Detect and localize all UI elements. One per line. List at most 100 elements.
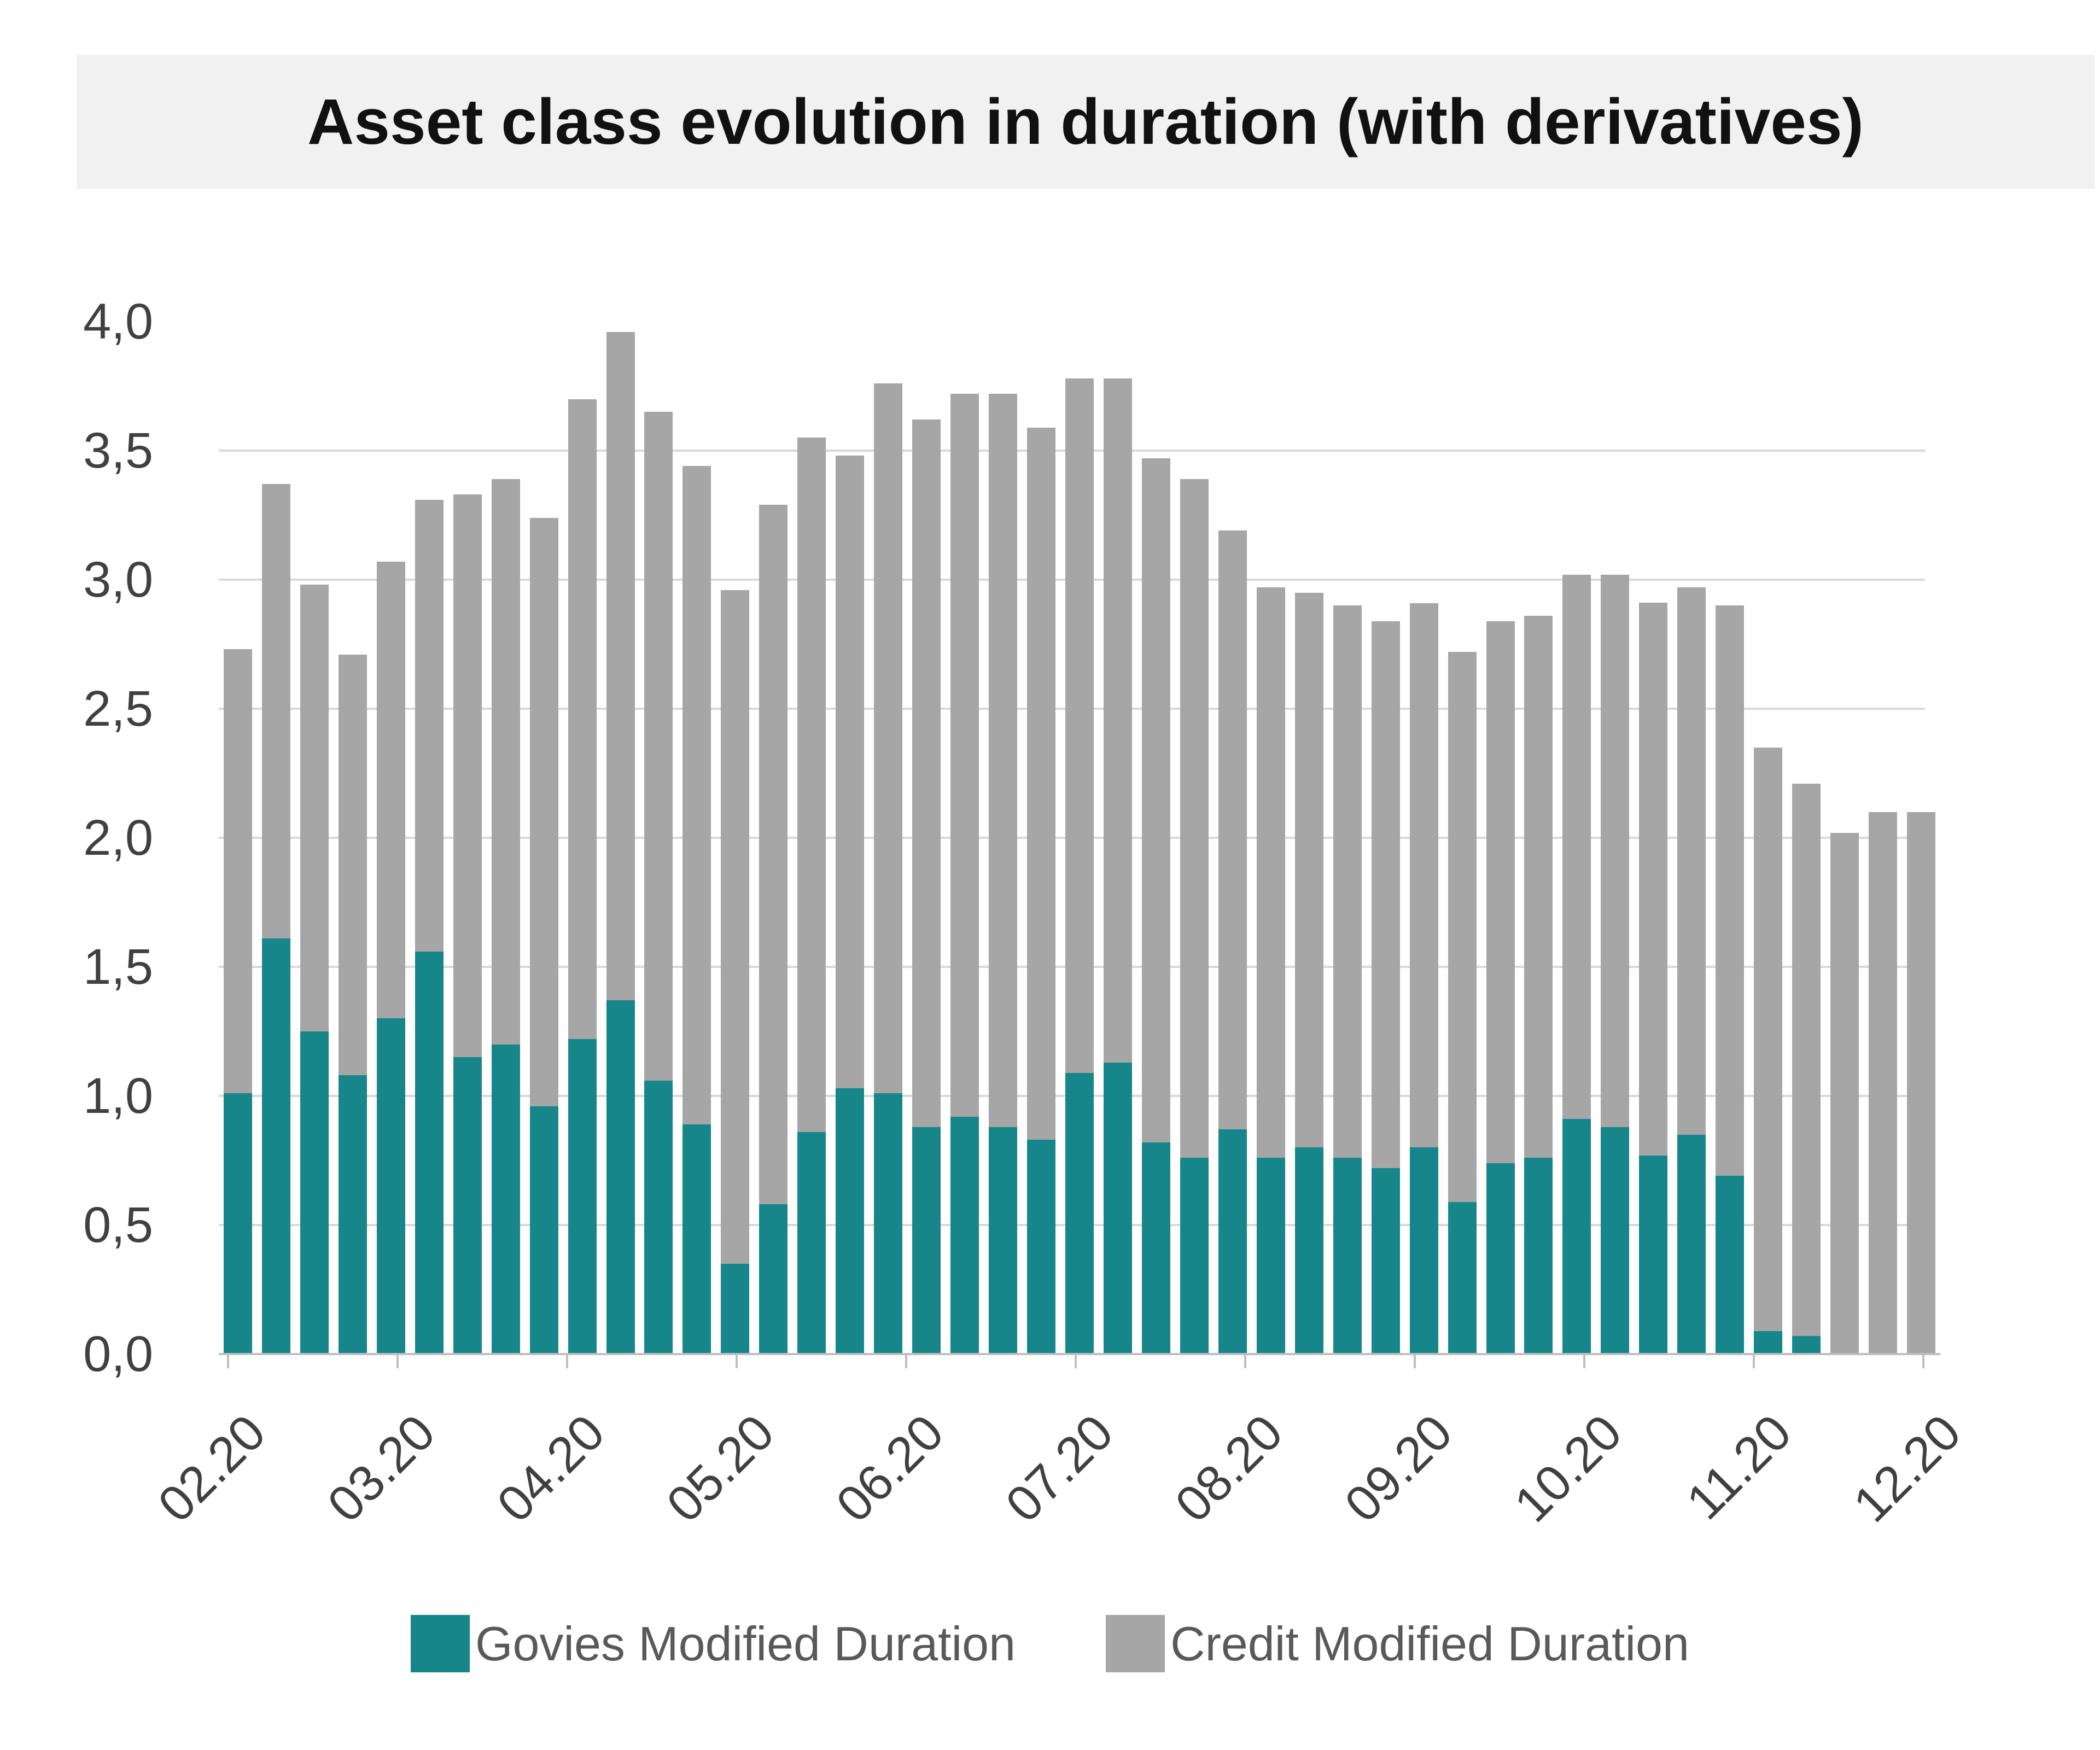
bar-govies-segment [300,1031,329,1354]
title-banner: Asset class evolution in duration (with … [77,55,2095,189]
bar-credit-segment [721,590,750,1264]
bar-credit-segment [1218,530,1247,1130]
bar-govies-segment [338,1075,367,1354]
bar-govies-segment [1103,1062,1132,1354]
bar-credit-segment [376,561,405,1019]
bar-govies-segment [1333,1158,1362,1354]
bar-credit-segment [1371,621,1400,1169]
bar-credit-segment [874,383,903,1094]
bar-govies-segment [1754,1331,1783,1354]
x-tick-label: 04.20 [487,1404,616,1533]
bar-govies-segment [1065,1072,1094,1354]
bar-govies-segment [1180,1158,1209,1354]
bar-credit-segment [1562,574,1591,1119]
bar-credit-segment [1448,652,1477,1202]
bar-credit-segment [1639,603,1668,1156]
legend-item: Credit Modified Duration [1106,1614,1689,1672]
y-tick-label: 0,0 [83,1326,153,1382]
bar-govies-segment [1639,1155,1668,1354]
bar-govies-segment [1792,1335,1821,1354]
bar-govies-segment [568,1039,597,1354]
bar-govies-segment [1294,1147,1323,1354]
bar-credit-segment [1141,458,1170,1142]
x-tick-label: 05.20 [656,1404,785,1533]
bar-credit-segment [529,517,558,1106]
bar-credit-segment [1256,587,1285,1158]
x-tick-mark [566,1353,568,1368]
bar-credit-segment [1716,605,1745,1176]
x-tick-mark [1414,1353,1416,1368]
bar-credit-segment [1524,616,1553,1158]
bar-govies-segment [1524,1158,1553,1354]
bar-credit-segment [1103,378,1132,1063]
x-tick-mark [227,1353,229,1368]
bar-govies-segment [453,1057,482,1354]
bar-credit-segment [1409,603,1438,1148]
bar-govies-segment [529,1106,558,1354]
bar-credit-segment [1754,747,1783,1331]
bar-govies-segment [989,1127,1018,1354]
y-tick-label: 1,5 [83,939,153,995]
x-axis-line [219,1353,1940,1355]
bar-govies-segment [1601,1127,1630,1354]
y-tick-label: 3,0 [83,552,153,608]
bar-govies-segment [491,1044,520,1354]
bar-govies-segment [1256,1158,1285,1354]
x-tick-mark [1753,1353,1755,1368]
bar-credit-segment [1601,574,1630,1127]
bar-govies-segment [644,1080,673,1354]
y-tick-label: 0,5 [83,1197,153,1253]
y-tick-label: 3,5 [83,423,153,479]
bar-govies-segment [1486,1163,1515,1354]
bar-govies-segment [836,1088,865,1354]
bar-credit-segment [1294,592,1323,1148]
legend-label: Govies Modified Duration [475,1616,1016,1671]
bar-govies-segment [606,1000,635,1354]
y-tick-label: 2,5 [83,681,153,737]
bar-credit-segment [797,438,826,1133]
bar-credit-segment [989,394,1018,1127]
legend-item: Govies Modified Duration [411,1614,1016,1672]
bar-govies-segment [261,938,290,1354]
bar-credit-segment [1677,587,1706,1135]
bar-credit-segment [1065,378,1094,1073]
x-tick-mark [396,1353,399,1368]
bar-credit-segment [682,466,711,1124]
bar-credit-segment [453,494,482,1058]
bar-credit-segment [300,585,329,1031]
bar-credit-segment [606,331,635,1001]
bar-govies-segment [759,1204,788,1354]
bar-credit-segment [1486,621,1515,1163]
x-tick-mark [1075,1353,1077,1368]
x-tick-label: 03.20 [317,1404,446,1533]
legend-swatch-icon [1106,1614,1165,1672]
bar-govies-segment [1677,1134,1706,1354]
bar-credit-segment [415,499,444,952]
bar-credit-segment [1333,605,1362,1158]
x-tick-mark [1922,1353,1924,1368]
bar-credit-segment [568,399,597,1040]
bar-credit-segment [912,419,941,1127]
y-tick-label: 4,0 [83,294,153,349]
bar-govies-segment [415,951,444,1354]
bar-credit-segment [950,394,979,1117]
x-tick-label: 07.20 [995,1404,1124,1533]
bar-credit-segment [1907,812,1936,1354]
legend-label: Credit Modified Duration [1170,1616,1689,1671]
bar-govies-segment [1141,1142,1170,1354]
x-tick-label: 11.20 [1676,1404,1802,1530]
bar-govies-segment [1218,1129,1247,1354]
bar-credit-segment [1792,783,1821,1336]
bar-govies-segment [1562,1119,1591,1354]
bar-credit-segment [644,412,673,1081]
bar-govies-segment [1371,1168,1400,1354]
bar-govies-segment [1409,1147,1438,1354]
x-tick-mark [905,1353,907,1368]
bar-govies-segment [682,1124,711,1354]
bar-credit-segment [1180,479,1209,1158]
legend-swatch-icon [411,1614,470,1672]
bar-credit-segment [759,505,788,1205]
y-tick-label: 2,0 [83,810,153,866]
bar-govies-segment [912,1127,941,1354]
x-tick-label: 10.20 [1504,1404,1633,1533]
